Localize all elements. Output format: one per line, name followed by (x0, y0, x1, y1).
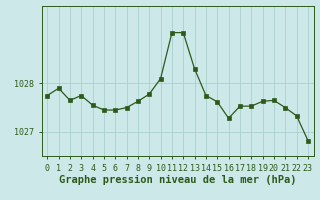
X-axis label: Graphe pression niveau de la mer (hPa): Graphe pression niveau de la mer (hPa) (59, 175, 296, 185)
